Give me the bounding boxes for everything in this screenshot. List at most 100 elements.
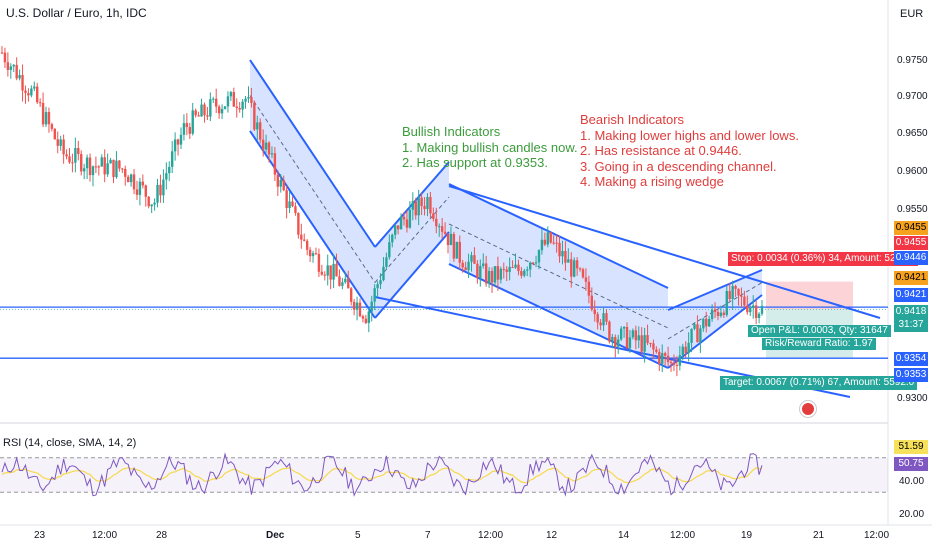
descending-channel-2-midline xyxy=(448,223,669,329)
candle-body xyxy=(326,265,329,276)
candle-body xyxy=(56,139,59,146)
candle-body xyxy=(426,197,429,210)
price-label-support: 0.9353 xyxy=(894,368,928,382)
candle-body xyxy=(614,337,617,347)
candle-body xyxy=(379,280,382,285)
stop-label[interactable]: Stop: 0.0034 (0.36%) 34, Amount: 5272.4 xyxy=(728,252,919,266)
rising-flag-channel-lower[interactable] xyxy=(374,231,450,319)
candle-body xyxy=(323,274,326,276)
candle-body xyxy=(567,259,570,263)
candle-body xyxy=(355,302,359,310)
candle-body xyxy=(464,267,467,271)
target-label[interactable]: Target: 0.0067 (0.71%) 67, Amount: 5592.… xyxy=(720,376,918,390)
candle-body xyxy=(734,286,737,289)
candle-body xyxy=(490,270,494,283)
rsi-title[interactable]: RSI (14, close, SMA, 14, 2) xyxy=(3,437,137,449)
candle-body xyxy=(62,139,65,155)
price-tick: 0.9300 xyxy=(897,393,928,404)
candle-body xyxy=(725,290,728,315)
price-label-entry: 0.9421 xyxy=(894,288,928,302)
candle-body xyxy=(118,160,121,169)
open-pnl-label[interactable]: Open P&L: 0.0003, Qty: 31647 xyxy=(748,325,891,337)
candle-body xyxy=(637,335,640,341)
candle-body xyxy=(399,216,403,230)
candle-body xyxy=(652,343,655,350)
descending-channel-2-upper[interactable] xyxy=(448,183,669,289)
candle-body xyxy=(743,296,746,306)
candle-body xyxy=(3,52,7,63)
candle-body xyxy=(12,64,15,67)
rsi-line[interactable] xyxy=(1,452,763,497)
candle-body xyxy=(191,110,194,134)
candle-body xyxy=(182,123,186,135)
candle-body xyxy=(596,314,599,323)
candle-body xyxy=(702,318,705,329)
time-tick: 28 xyxy=(156,530,168,541)
descending-trendline-upper[interactable] xyxy=(448,185,881,319)
candle-body xyxy=(124,169,127,177)
time-tick: Dec xyxy=(266,530,285,541)
candle-body xyxy=(634,330,638,341)
us-flag-icon[interactable] xyxy=(800,401,816,417)
candle-body xyxy=(663,353,667,356)
candle-body xyxy=(100,157,103,167)
candle-body xyxy=(461,262,464,268)
candle-body xyxy=(690,328,693,343)
candle-body xyxy=(523,270,526,276)
candle-body xyxy=(661,353,664,364)
candle-body xyxy=(317,254,321,272)
candle-body xyxy=(112,159,115,178)
rsi-tick: 20.00 xyxy=(899,509,925,520)
candle-body xyxy=(749,307,752,313)
candle-body xyxy=(396,225,400,230)
candle-body xyxy=(21,75,24,91)
candle-body xyxy=(408,209,412,228)
descending-channel-1-lower[interactable] xyxy=(249,130,376,319)
candle-body xyxy=(126,176,130,183)
candle-body xyxy=(493,266,497,283)
time-tick: 14 xyxy=(618,530,630,541)
candle-body xyxy=(232,92,236,107)
candle-body xyxy=(602,313,605,326)
candle-body xyxy=(215,98,218,107)
candle-body xyxy=(476,263,479,278)
candle-body xyxy=(24,90,27,93)
candle-body xyxy=(279,179,282,187)
candle-body xyxy=(273,153,277,175)
candle-body xyxy=(555,242,558,244)
candle-body xyxy=(121,168,124,170)
candle-body xyxy=(173,139,177,152)
rsi-ma-label: 51.59 xyxy=(894,440,928,454)
candle-body xyxy=(256,122,259,130)
candle-body xyxy=(91,166,95,176)
candle-body xyxy=(719,312,723,317)
descending-channel-1-upper[interactable] xyxy=(249,59,376,248)
risk-reward-label[interactable]: Risk/Reward Ratio: 1.97 xyxy=(762,338,876,350)
candle-body xyxy=(235,106,238,109)
candle-body xyxy=(531,262,535,264)
candle-body xyxy=(391,234,394,243)
candle-body xyxy=(617,339,620,347)
bullish-indicators-note[interactable]: Bullish Indicators 1. Making bullish can… xyxy=(402,124,578,171)
candle-body xyxy=(165,173,168,180)
candle-body xyxy=(575,260,579,269)
bearish-indicators-note[interactable]: Bearish Indicators 1. Making lower highs… xyxy=(580,112,799,190)
candle-body xyxy=(470,255,473,262)
candle-body xyxy=(197,115,200,117)
candle-body xyxy=(341,282,344,286)
candle-body xyxy=(6,62,10,70)
candle-body xyxy=(432,213,435,219)
candle-body xyxy=(669,362,673,364)
candle-body xyxy=(429,197,432,214)
candle-body xyxy=(681,346,684,356)
candle-body xyxy=(320,271,324,275)
candle-body xyxy=(534,262,538,264)
price-label-stop: 0.9455 xyxy=(894,236,928,250)
candle-body xyxy=(658,351,661,364)
candle-body xyxy=(608,321,611,342)
candle-body xyxy=(640,335,643,352)
candle-body xyxy=(760,305,764,314)
candle-body xyxy=(68,156,71,163)
